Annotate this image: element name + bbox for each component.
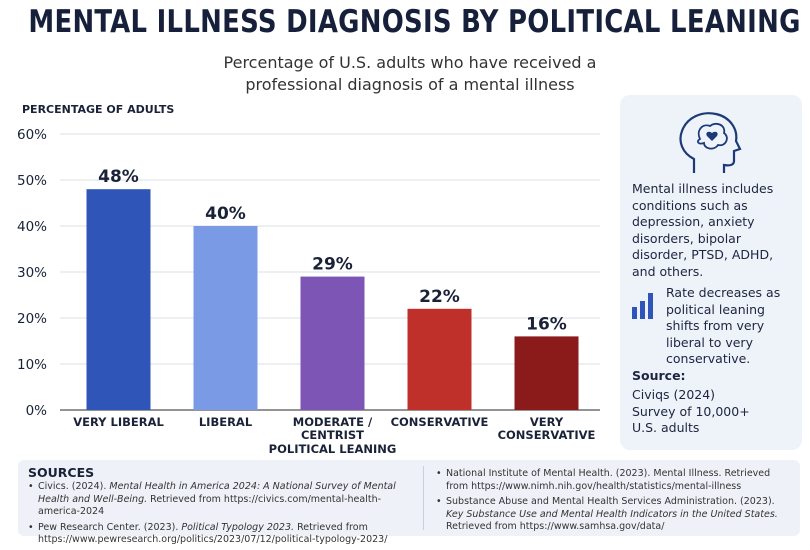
source-text: Civics. (2024). xyxy=(38,481,110,492)
info-panel: Mental illness includes conditions such … xyxy=(620,95,802,450)
chart: PERCENTAGE OF ADULTS 0% 10% 20% 30% 40% 50% 60%… xyxy=(17,103,600,456)
source-line: Civiqs (2024) xyxy=(632,387,716,402)
subtitle: Percentage of U.S. adults who have recei… xyxy=(223,53,597,94)
y-tick-label: 20% xyxy=(17,311,47,327)
y-tick-label: 0% xyxy=(26,403,48,419)
y-tick-label: 50% xyxy=(17,173,47,189)
y-tick-label: 30% xyxy=(17,265,47,281)
head-icon xyxy=(679,112,742,173)
y-tick-label: 10% xyxy=(17,357,47,373)
source-text: Retrieved from https://civics.com/mental… xyxy=(38,493,382,518)
x-tick-label: LIBERAL xyxy=(199,415,253,429)
bar xyxy=(86,189,151,410)
value-label: 22% xyxy=(419,287,460,307)
trend-note: Rate decreases as political leaning shif… xyxy=(666,285,781,366)
x-tick-label: VERY CONSERVATIVE xyxy=(498,415,596,442)
sources-box: SOURCES Civics. (2024). Mental Health in… xyxy=(18,460,800,545)
x-tick-label: VERY LIBERAL xyxy=(73,415,164,429)
sources-heading: SOURCES xyxy=(28,465,95,480)
note: Mental illness includes conditions such … xyxy=(632,181,774,279)
source-text: Political Typology 2023. xyxy=(181,521,295,533)
source-text: Key Substance Use and Mental Health Indi… xyxy=(446,508,778,520)
source-text: Substance Abuse and Mental Health Servic… xyxy=(446,496,775,507)
value-label: 29% xyxy=(312,255,353,275)
source-text: Mental Health in America 2024: A Nationa… xyxy=(38,481,396,505)
y-axis-label: PERCENTAGE OF ADULTS xyxy=(22,103,174,116)
bar-icon xyxy=(632,293,653,319)
divider xyxy=(423,466,424,530)
source-line: Survey of 10,000+ U.S. adults xyxy=(632,403,750,436)
source-lines: Civiqs (2024) Survey of 10,000+ U.S. adul… xyxy=(632,387,752,437)
source-item: Civics. (2024). Mental Health in America… xyxy=(28,481,413,519)
source-item: National Institute of Mental Health. (20… xyxy=(436,468,791,493)
bar xyxy=(193,226,258,410)
source-heading: Source: xyxy=(632,368,686,383)
sources-right: National Institute of Mental Health. (20… xyxy=(436,468,791,537)
x-axis-label: POLITICAL LEANING xyxy=(269,442,397,456)
source-item: Substance Abuse and Mental Health Servic… xyxy=(436,496,791,534)
y-tick-label: 40% xyxy=(17,219,47,235)
y-tick-label: 60% xyxy=(17,127,47,143)
x-tick-label: CONSERVATIVE xyxy=(391,415,489,429)
bar xyxy=(514,336,579,410)
sources-left: Civics. (2024). Mental Health in America… xyxy=(28,481,413,550)
source-text: Retrieved from https://www.samhsa.gov/da… xyxy=(446,521,665,532)
source-text: Pew Research Center. (2023). xyxy=(38,521,182,533)
value-label: 16% xyxy=(526,314,567,334)
x-tick-label: MODERATE / CENTRIST xyxy=(293,415,373,442)
title: MENTAL ILLNESS DIAGNOSIS BY POLITICAL LE… xyxy=(28,4,801,40)
value-label: 48% xyxy=(98,167,139,187)
source-text: National Institute of Mental Health. (20… xyxy=(446,468,771,492)
value-label: 40% xyxy=(205,204,246,224)
source-item: Pew Research Center. (2023). Political T… xyxy=(28,522,413,547)
bar xyxy=(300,276,365,410)
bar xyxy=(407,308,472,410)
